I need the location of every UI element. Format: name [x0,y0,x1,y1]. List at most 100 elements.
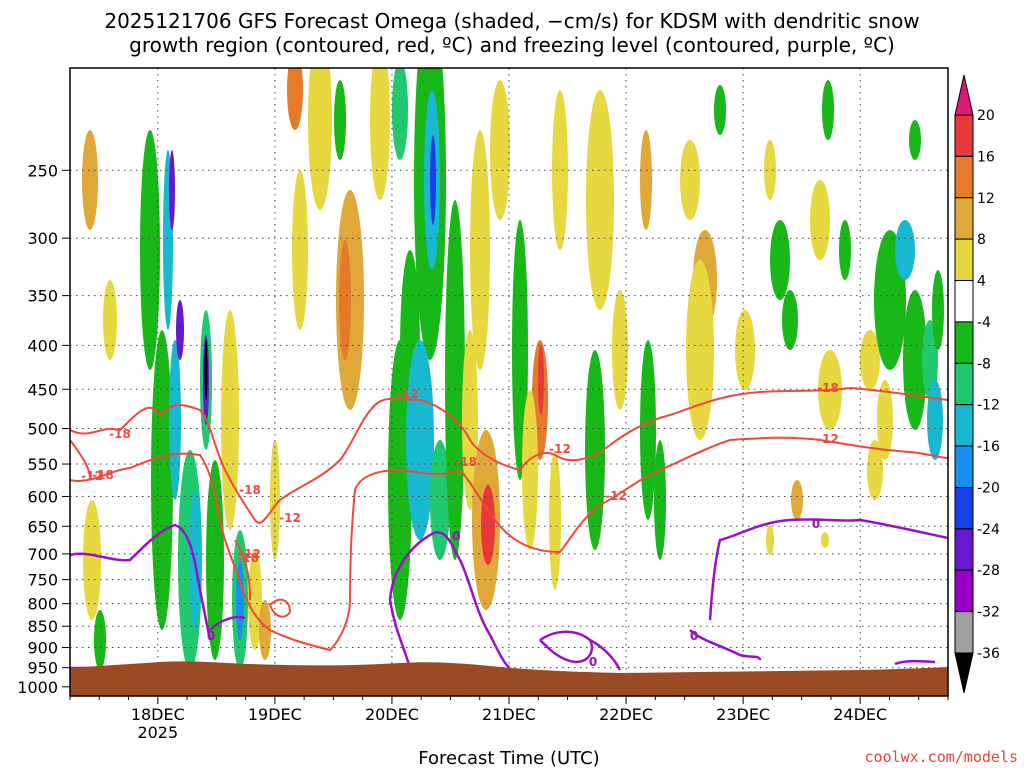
omega-cell [512,220,528,480]
freezing-contour [70,523,212,641]
freezing-contour-label: 0 [207,629,215,643]
omega-cell [538,345,544,415]
y-tick-label: 250 [27,161,58,180]
y-tick-label: 800 [27,595,58,614]
chart-title-line2: growth region (contoured, red, ºC) and f… [129,33,895,57]
omega-cell [867,440,883,500]
dgz-contour-label: -18 [237,551,259,565]
y-tick-label: 650 [27,517,58,536]
freezing-contour [539,630,594,664]
plot-area: -18-12-18-12-18-12-18-12-12-18-12-18-120… [69,67,949,697]
omega-cell [932,270,944,350]
colorbar-bottom-arrow [954,652,974,694]
omega-cell [585,350,605,550]
y-tick-label: 700 [27,545,58,564]
omega-cell [430,135,436,225]
y-tick-label: 600 [27,487,58,506]
dgz-contour [70,386,948,524]
colorbar-cell [954,362,974,406]
omega-cell [169,340,181,500]
dgz-contour-label: -12 [81,469,103,483]
freezing-contour-label: 0 [589,655,597,669]
freezing-contour-label: 0 [812,517,820,531]
omega-cell [176,300,184,360]
freezing-contour [894,659,936,666]
omega-cell [248,550,262,650]
x-tick-label: 23DEC [716,705,770,724]
x-tick-label: 24DEC [833,705,887,724]
omega-cell [822,80,834,140]
y-tick-label: 350 [27,287,58,306]
contour-lines: -18-12-18-12-18-12-18-12-12-18-12-18-120… [70,381,948,671]
omega-cell [370,68,390,200]
omega-cell [770,220,790,300]
y-tick-label: 1000 [17,678,58,697]
colorbar-cell [954,445,974,488]
omega-cell [82,130,98,230]
omega-cell [490,80,510,220]
omega-cell [895,220,915,280]
freezing-contour-label: 0 [690,629,698,643]
omega-cell [445,200,465,560]
dgz-contour-label: -18 [455,455,477,469]
omega-cell [522,390,538,550]
colorbar-label: 16 [977,149,995,165]
dgz-contour [268,598,292,618]
y-tick-label: 900 [27,639,58,658]
omega-cell [586,90,614,310]
y-tick-label: 850 [27,617,58,636]
omega-cell [839,220,851,280]
colorbar-label: 20 [977,108,995,124]
omega-cell [927,380,943,460]
omega-cell [552,90,568,250]
x-tick-label: 20DEC [365,705,419,724]
dgz-contour-label: -18 [817,381,839,395]
omega-cell [140,130,160,370]
dgz-contour [70,436,948,652]
colorbar-cell [954,611,974,654]
x-tick-label: 19DEC [248,705,302,724]
omega-cell [714,85,726,135]
colorbar-cell [954,280,974,323]
y-axis: 250 300 350 400 450 500 550 600 650 700 750 800 850 9… [17,161,70,697]
dgz-contour-label: -12 [279,511,301,525]
y-tick-label: 950 [27,659,58,678]
colorbar-label: -28 [977,563,1000,579]
omega-cell [103,280,117,360]
freezing-contour-label: 0 [452,529,460,543]
omega-cell [462,330,478,510]
omega-shading [82,68,944,670]
dgz-contour [234,539,251,601]
omega-cell [735,310,755,390]
colorbar-label: 12 [977,191,995,207]
x-tick-label: 18DEC [131,705,185,724]
y-tick-label: 500 [27,420,58,439]
y-tick-label: 550 [27,455,58,474]
omega-cell [430,440,450,560]
dgz-contour [70,439,91,479]
freezing-contour [708,518,948,621]
colorbar-label: -12 [977,398,1000,414]
omega-cell [640,130,652,230]
colorbar-cell [954,238,974,282]
colorbar-cell [954,569,974,613]
colorbar-cell [954,404,974,447]
freezing-contour [388,531,511,670]
omega-cell [470,130,490,370]
omega-cell [83,500,101,620]
colorbar-cell [954,114,974,157]
y-tick-label: 400 [27,336,58,355]
omega-cell [292,170,308,330]
x-tick-label: 21DEC [482,705,536,724]
omega-cell [686,260,714,440]
omega-cell [221,310,239,530]
freezing-contour [589,638,622,671]
colorbar-cell [954,486,974,530]
freezing-contour [209,615,246,631]
dgz-contour-label: -12 [397,387,419,401]
omega-cell [406,340,434,540]
chart-title-line1: 2025121706 GFS Forecast Omega (shaded, −… [104,9,919,33]
y-tick-label: 300 [27,229,58,248]
colorbar-label: -4 [977,315,991,331]
